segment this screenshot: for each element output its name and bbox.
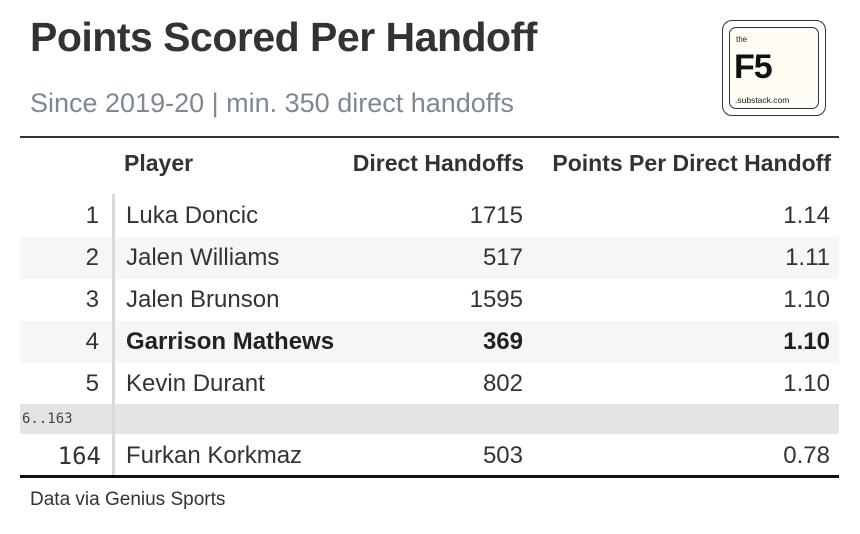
column-header-handoffs: Direct Handoffs	[352, 150, 524, 176]
handoffs-cell: 369	[482, 328, 523, 355]
table-row: 5 Kevin Durant 802 1.10	[20, 363, 839, 405]
rank-cell: 164	[57, 442, 101, 470]
rank-cell: 5	[85, 370, 99, 397]
table-top-rule	[20, 136, 839, 138]
table-row-last: 164 Furkan Korkmaz 503 0.78	[20, 435, 839, 477]
table-row: 3 Jalen Brunson 1595 1.10	[20, 279, 839, 321]
handoffs-cell: 802	[482, 370, 523, 397]
logo-frame: the F5 .substack.com	[729, 27, 819, 109]
points-cell: 1.10	[783, 286, 830, 313]
f5-logo: the F5 .substack.com	[722, 20, 826, 116]
player-cell: Garrison Mathews	[126, 328, 335, 355]
column-header-points: Points Per Direct Handoff	[552, 150, 831, 176]
points-cell: 1.10	[783, 370, 830, 397]
rank-cell: 2	[85, 244, 99, 271]
points-cell: 0.78	[783, 442, 830, 469]
rank-cell: 3	[85, 286, 99, 313]
skipped-rows-indicator: 6..163	[20, 404, 839, 434]
chart-title: Points Scored Per Handoff	[30, 14, 537, 60]
source-note: Data via Genius Sports	[30, 489, 226, 510]
table-row: 1 Luka Doncic 1715 1.14	[20, 195, 839, 237]
handoffs-cell: 517	[482, 244, 523, 271]
player-cell: Kevin Durant	[126, 370, 265, 397]
chart-subtitle: Since 2019-20 | min. 350 direct handoffs	[30, 88, 514, 118]
handoffs-cell: 503	[482, 442, 523, 469]
points-cell: 1.14	[783, 202, 830, 229]
table-row: 2 Jalen Williams 517 1.11	[20, 237, 839, 279]
rank-cell: 1	[85, 202, 99, 229]
table-row-highlighted: 4 Garrison Mathews 369 1.10	[20, 321, 839, 363]
player-cell: Jalen Williams	[126, 244, 280, 271]
logo-domain: .substack.com	[735, 95, 790, 105]
table-bottom-rule	[20, 475, 839, 478]
player-cell: Furkan Korkmaz	[126, 442, 303, 469]
player-cell: Jalen Brunson	[126, 286, 280, 313]
handoffs-cell: 1595	[469, 286, 523, 313]
player-cell: Luka Doncic	[126, 202, 259, 229]
logo-name: F5	[734, 48, 773, 86]
column-header-player: Player	[124, 150, 194, 176]
rank-divider	[112, 194, 115, 475]
handoffs-cell: 1715	[469, 202, 523, 229]
points-cell: 1.11	[785, 244, 830, 271]
rank-cell: 4	[85, 328, 99, 355]
logo-the: the	[736, 35, 748, 44]
points-cell: 1.10	[783, 328, 830, 355]
skipped-rows-label: 6..163	[22, 411, 73, 427]
